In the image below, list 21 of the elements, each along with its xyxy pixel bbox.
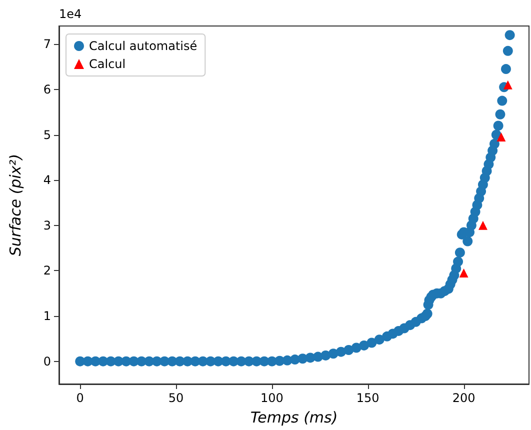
y-tick-label: 4 [43, 173, 51, 188]
y-axis-title: Surface (pix²) [6, 154, 24, 256]
point [478, 220, 488, 230]
y-tick-label: 1 [43, 309, 51, 324]
y-tick-label: 6 [43, 82, 51, 96]
text: 1e4 [59, 7, 82, 21]
x-tick-label: 0 [76, 391, 84, 405]
x-tick-label: 100 [260, 391, 284, 405]
y-tick-label: 5 [43, 128, 51, 142]
legend-label: Calcul [89, 57, 126, 71]
point [459, 268, 468, 278]
y-tick-label: 2 [43, 264, 51, 278]
point [503, 80, 512, 90]
x-tick-label: 200 [452, 391, 476, 405]
y-tick-label: 7 [43, 37, 51, 52]
x-tick-label: 50 [168, 391, 184, 405]
x-axis-title: Temps (ms) [250, 408, 338, 426]
y-tick-label: 3 [43, 218, 51, 232]
x-tick-label: 150 [356, 391, 380, 405]
legend-label: Calcul automatisé [89, 39, 198, 53]
y-tick-label: 0 [43, 354, 51, 368]
